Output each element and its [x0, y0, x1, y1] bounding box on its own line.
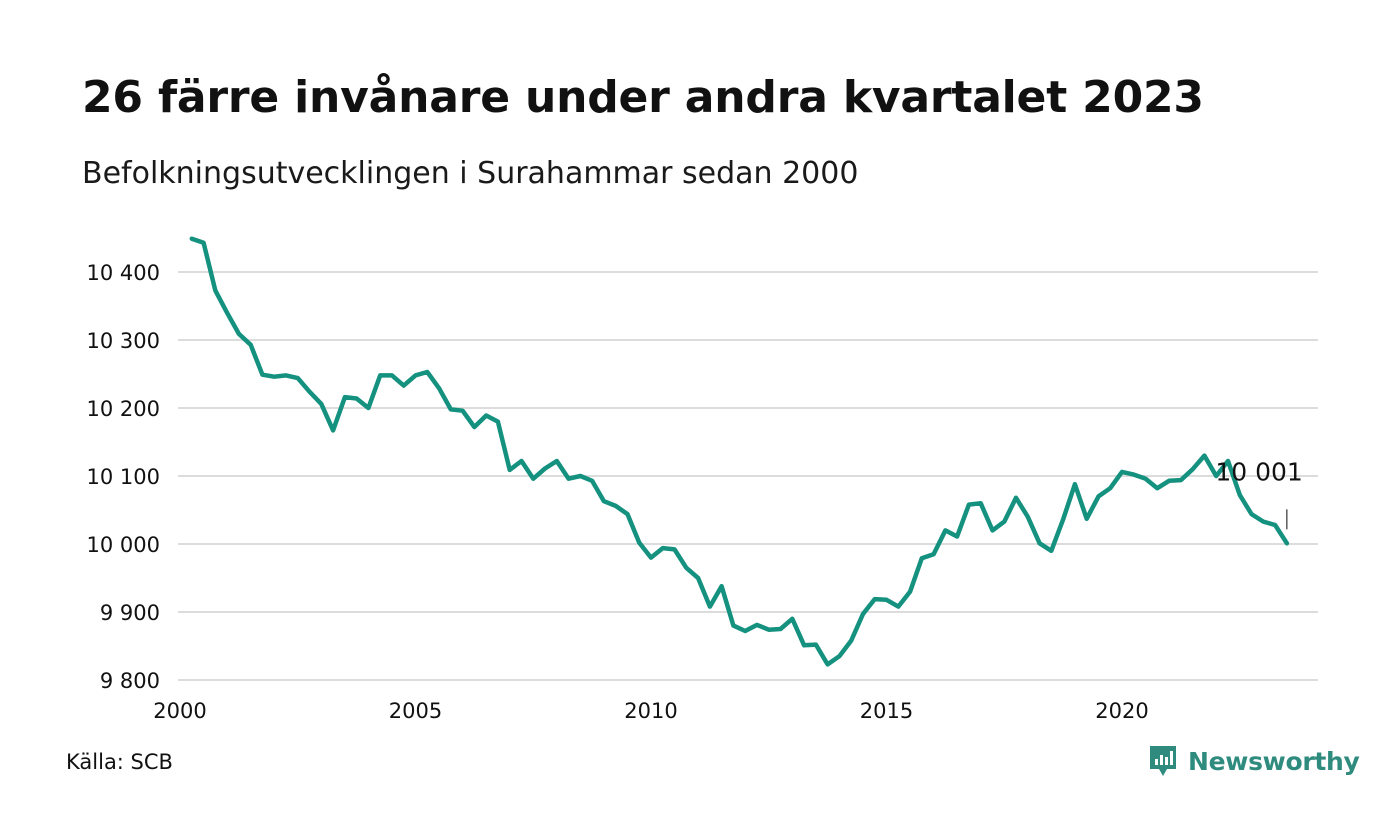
y-tick-label: 10 100 [87, 465, 160, 489]
y-tick-label: 10 200 [87, 397, 160, 421]
x-tick-label: 2000 [153, 699, 206, 723]
annotation-layer: 10 001 [1215, 457, 1303, 530]
y-axis-ticks: 9 800 9 900 10 000 10 100 10 200 10 300 10 400 [87, 261, 160, 693]
x-axis-ticks: 2000 2005 2010 2015 2020 [153, 699, 1148, 723]
y-tick-label: 10 300 [87, 329, 160, 353]
series-layer [189, 236, 1290, 667]
brand-name: Newsworthy [1188, 746, 1360, 776]
series-line [189, 236, 1290, 667]
gridlines [178, 271, 1318, 681]
x-tick-label: 2015 [860, 699, 913, 723]
x-tick-label: 2005 [389, 699, 442, 723]
y-tick-label: 10 400 [87, 261, 160, 285]
annotation-label: 10 001 [1215, 457, 1302, 486]
chart-subtitle: Befolkningsutvecklingen i Surahammar sed… [82, 156, 859, 191]
x-tick-label: 2020 [1095, 699, 1148, 723]
brand-logo[interactable]: Newsworthy [1148, 744, 1360, 778]
y-tick-label: 9 800 [100, 669, 160, 693]
x-tick-label: 2010 [624, 699, 677, 723]
y-tick-label: 9 900 [100, 601, 160, 625]
y-tick-label: 10 000 [87, 533, 160, 557]
newsworthy-logo-icon [1150, 746, 1176, 776]
source-note: Källa: SCB [66, 750, 173, 774]
chart-title: 26 färre invånare under andra kvartalet … [82, 72, 1204, 123]
